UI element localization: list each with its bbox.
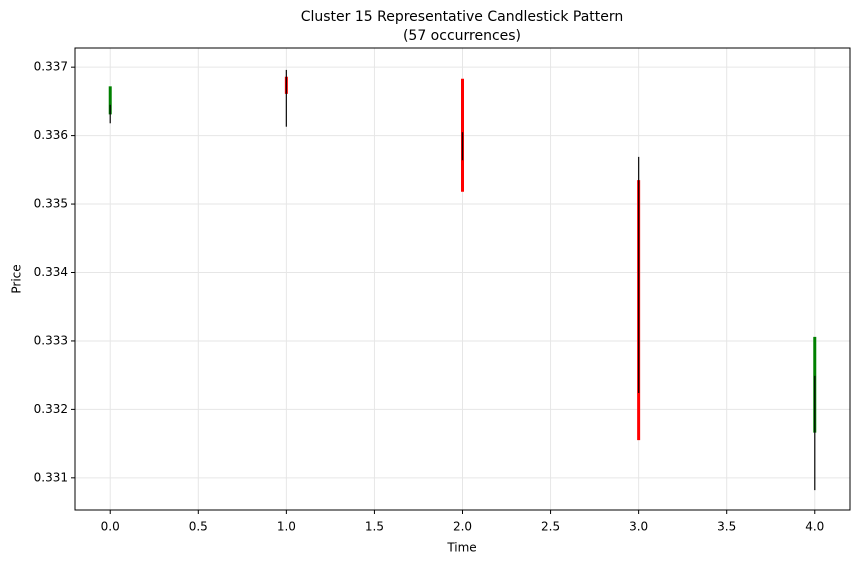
chart-subtitle: (57 occurrences) [403,28,521,44]
y-tick-label: 0.333 [34,333,68,347]
x-tick-label: 1.0 [277,520,296,534]
y-tick-label: 0.337 [34,60,68,74]
chart-title: Cluster 15 Representative Candlestick Pa… [301,9,624,25]
x-tick-label: 1.5 [365,520,384,534]
y-axis-label: Price [10,264,24,293]
x-tick-label: 2.5 [541,520,560,534]
x-tick-label: 3.5 [717,520,736,534]
y-tick-label: 0.334 [34,265,68,279]
x-tick-label: 3.0 [629,520,648,534]
plot-frame [74,47,851,511]
y-tick-label: 0.332 [34,402,68,416]
x-tick-label: 2.0 [453,520,472,534]
y-tick-label: 0.335 [34,197,68,211]
y-tick-label: 0.336 [34,128,68,142]
x-tick-label: 0.0 [101,520,120,534]
y-tick-label: 0.331 [34,470,68,484]
x-tick-label: 0.5 [189,520,208,534]
x-axis-label: Time [446,541,476,555]
x-tick-label: 4.0 [805,520,824,534]
